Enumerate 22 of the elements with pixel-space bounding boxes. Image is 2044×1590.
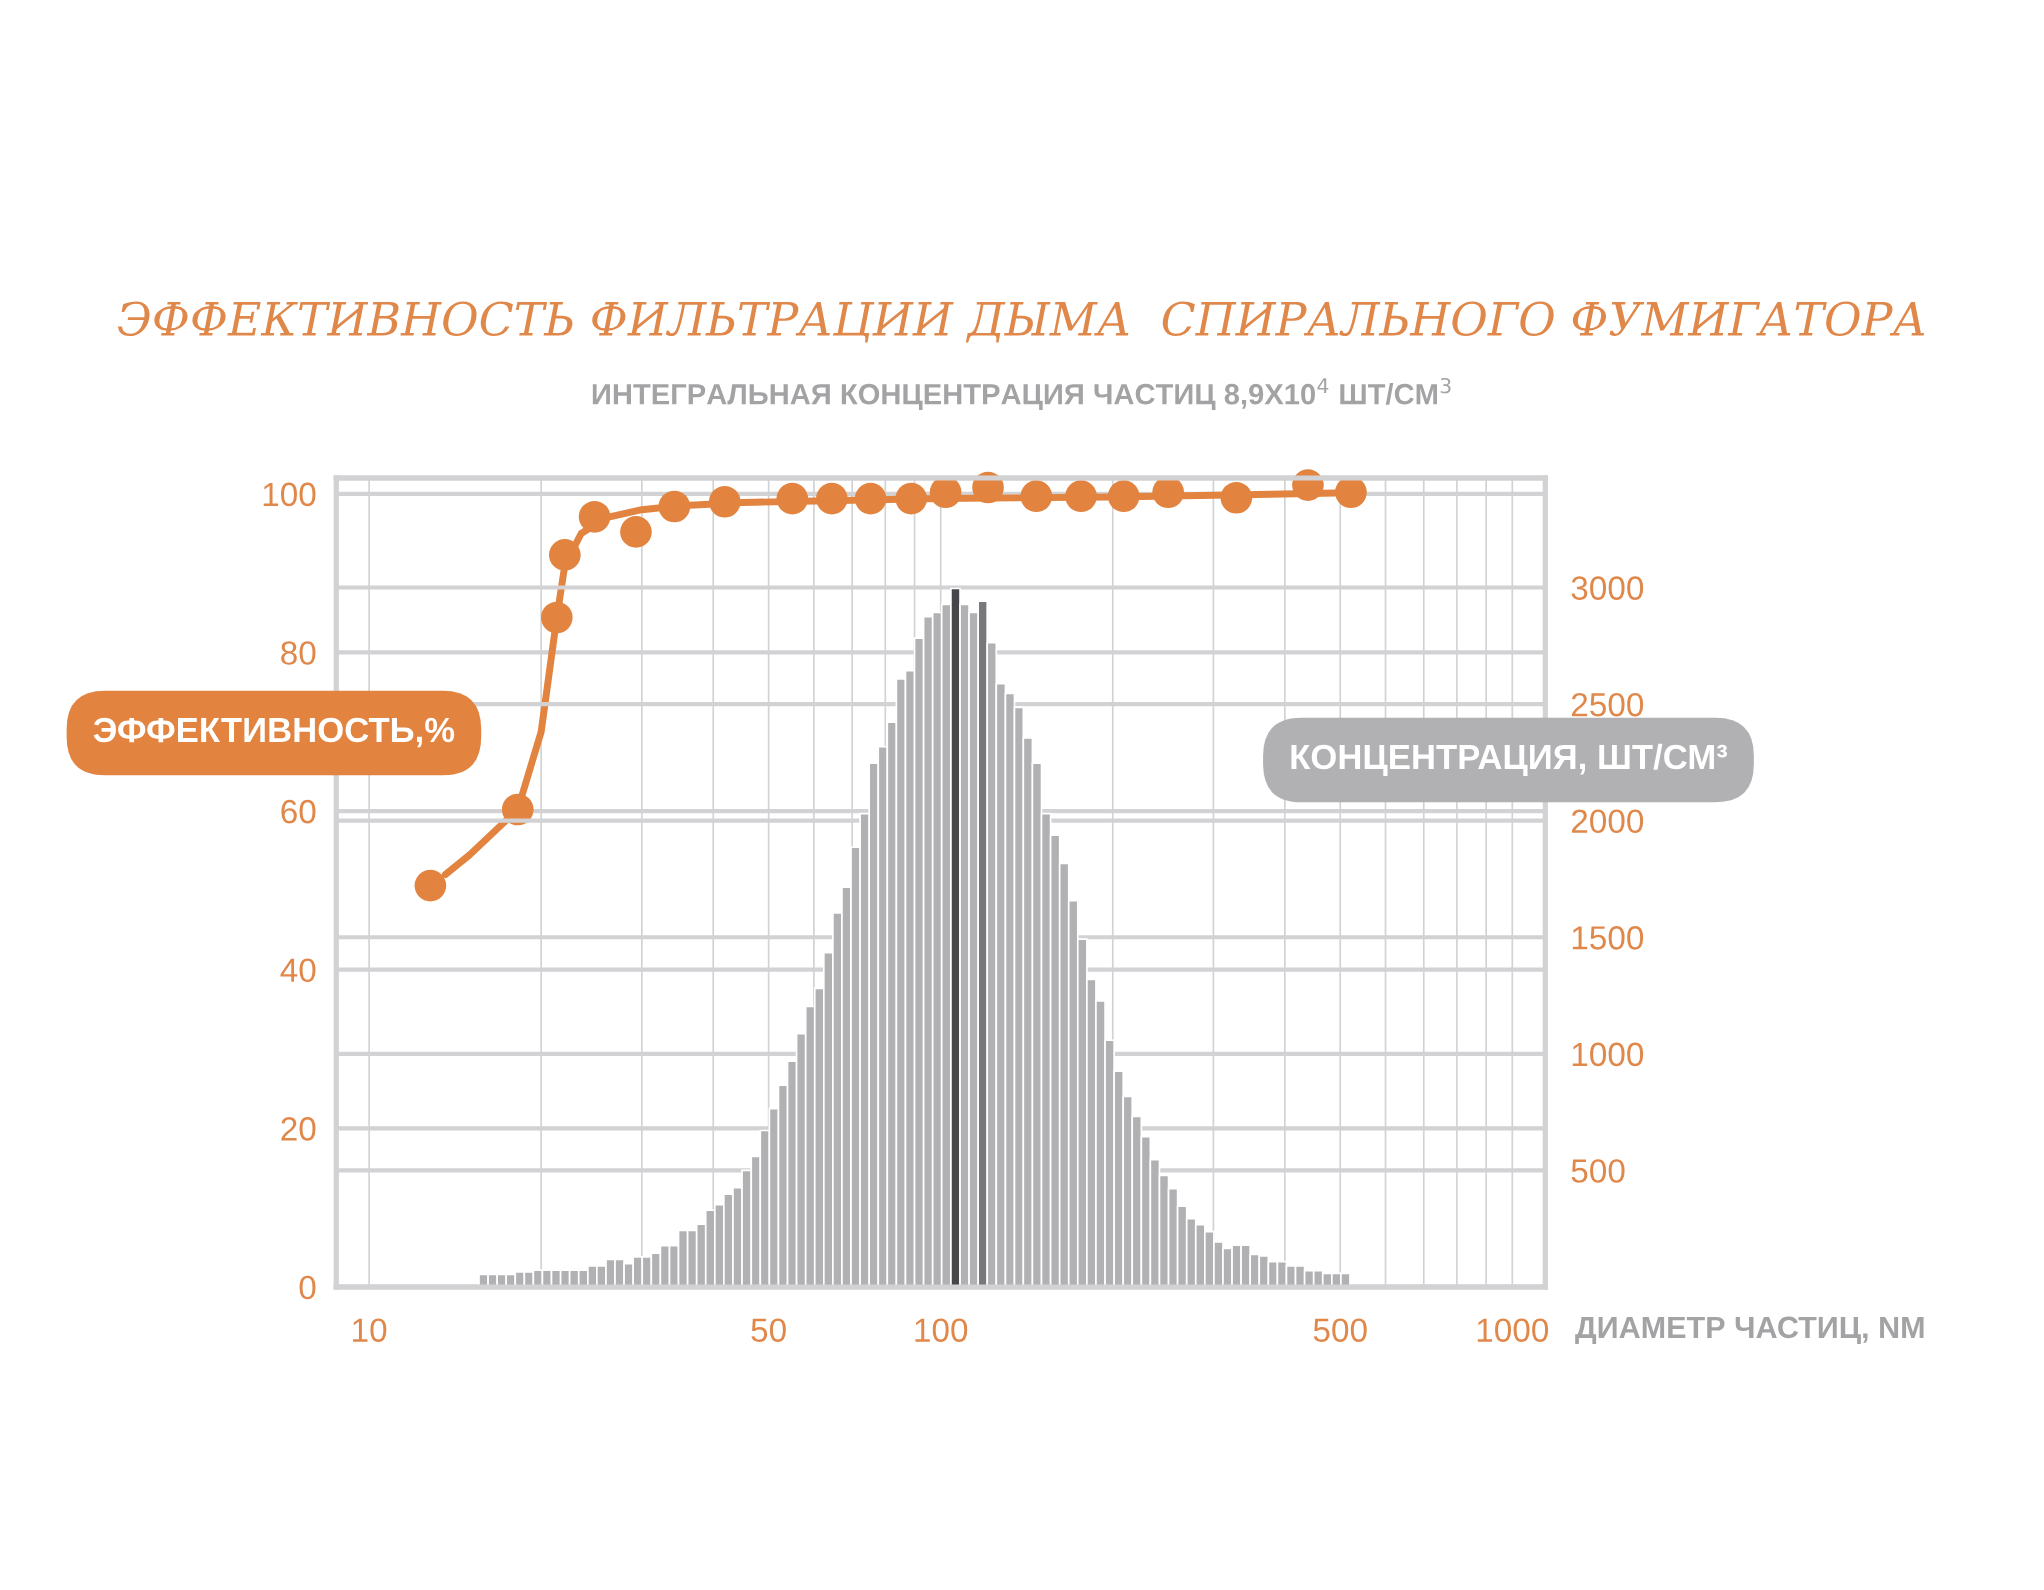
y-tick-label: 80 xyxy=(281,641,316,665)
y2-axis-title: КОНЦЕНТРАЦИЯ, ШТ/СМ³ xyxy=(1291,743,1728,776)
y2-tick-label: 2000 xyxy=(1571,809,1644,834)
y-tick-label: 100 xyxy=(263,482,316,507)
chart-title: ЭФФЕКТИВНОСТЬ ФИЛЬТРАЦИИ ДЫМА СПИРАЛЬНОГО ФУМИГАТОРА xyxy=(117,301,1925,343)
x-axis-title: ДИАМЕТР ЧАСТИЦ, NM xyxy=(1575,1316,1924,1345)
y-tick-label: 60 xyxy=(281,799,316,824)
chart-subtitle: ИНТЕГРАЛЬНАЯ КОНЦЕНТРАЦИЯ ЧАСТИЦ 8,9Х10$^{4}$ ШТ/СМ$^{3}$ xyxy=(592,377,1451,411)
y-tick-label: 20 xyxy=(281,1117,316,1141)
y2-tick-label: 500 xyxy=(1571,1159,1625,1183)
y2-tick-label: 2500 xyxy=(1571,692,1644,717)
y-tick-label: 0 xyxy=(299,1275,316,1300)
x-tick-label: 10 xyxy=(353,1318,387,1342)
y2-tick-label: 3000 xyxy=(1571,576,1644,600)
y2-tick-label: 1000 xyxy=(1572,1042,1644,1067)
y2-tick-label: 1500 xyxy=(1572,926,1644,950)
x-tick-label: 500 xyxy=(1313,1318,1367,1342)
y-axis-title: ЭФФЕКТИВНОСТЬ,% xyxy=(93,717,455,748)
x-tick-label: 100 xyxy=(915,1318,968,1342)
y-tick-label: 40 xyxy=(280,958,316,983)
x-tick-label: 50 xyxy=(751,1318,786,1342)
x-tick-label: 1000 xyxy=(1477,1318,1549,1342)
